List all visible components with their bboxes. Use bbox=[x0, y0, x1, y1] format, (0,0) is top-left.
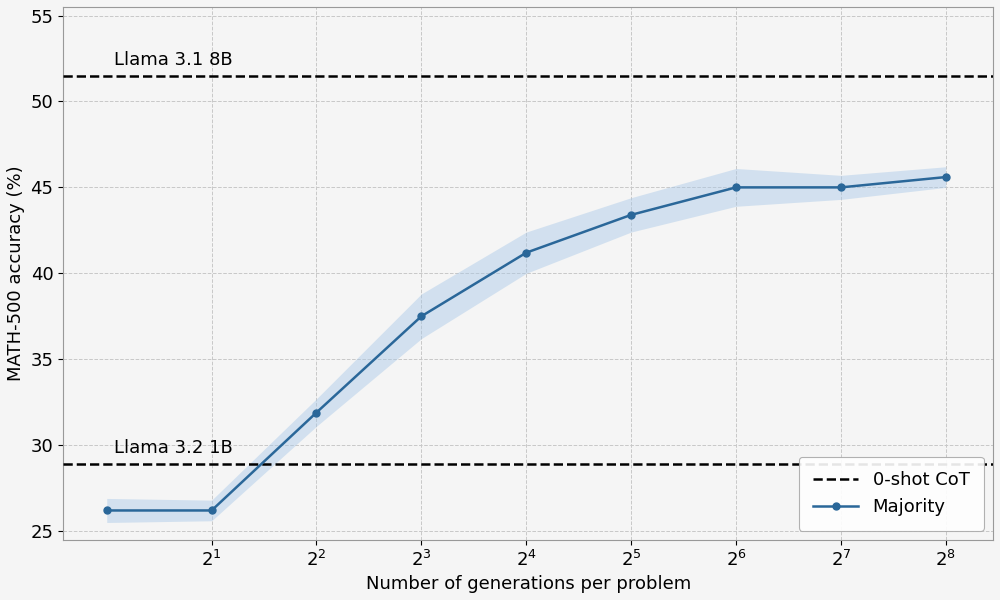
Text: Llama 3.2 1B: Llama 3.2 1B bbox=[114, 439, 233, 457]
X-axis label: Number of generations per problem: Number of generations per problem bbox=[366, 575, 691, 593]
Y-axis label: MATH-500 accuracy (%): MATH-500 accuracy (%) bbox=[7, 166, 25, 381]
Text: Llama 3.1 8B: Llama 3.1 8B bbox=[114, 51, 233, 69]
Legend: 0-shot CoT, Majority: 0-shot CoT, Majority bbox=[799, 457, 984, 530]
